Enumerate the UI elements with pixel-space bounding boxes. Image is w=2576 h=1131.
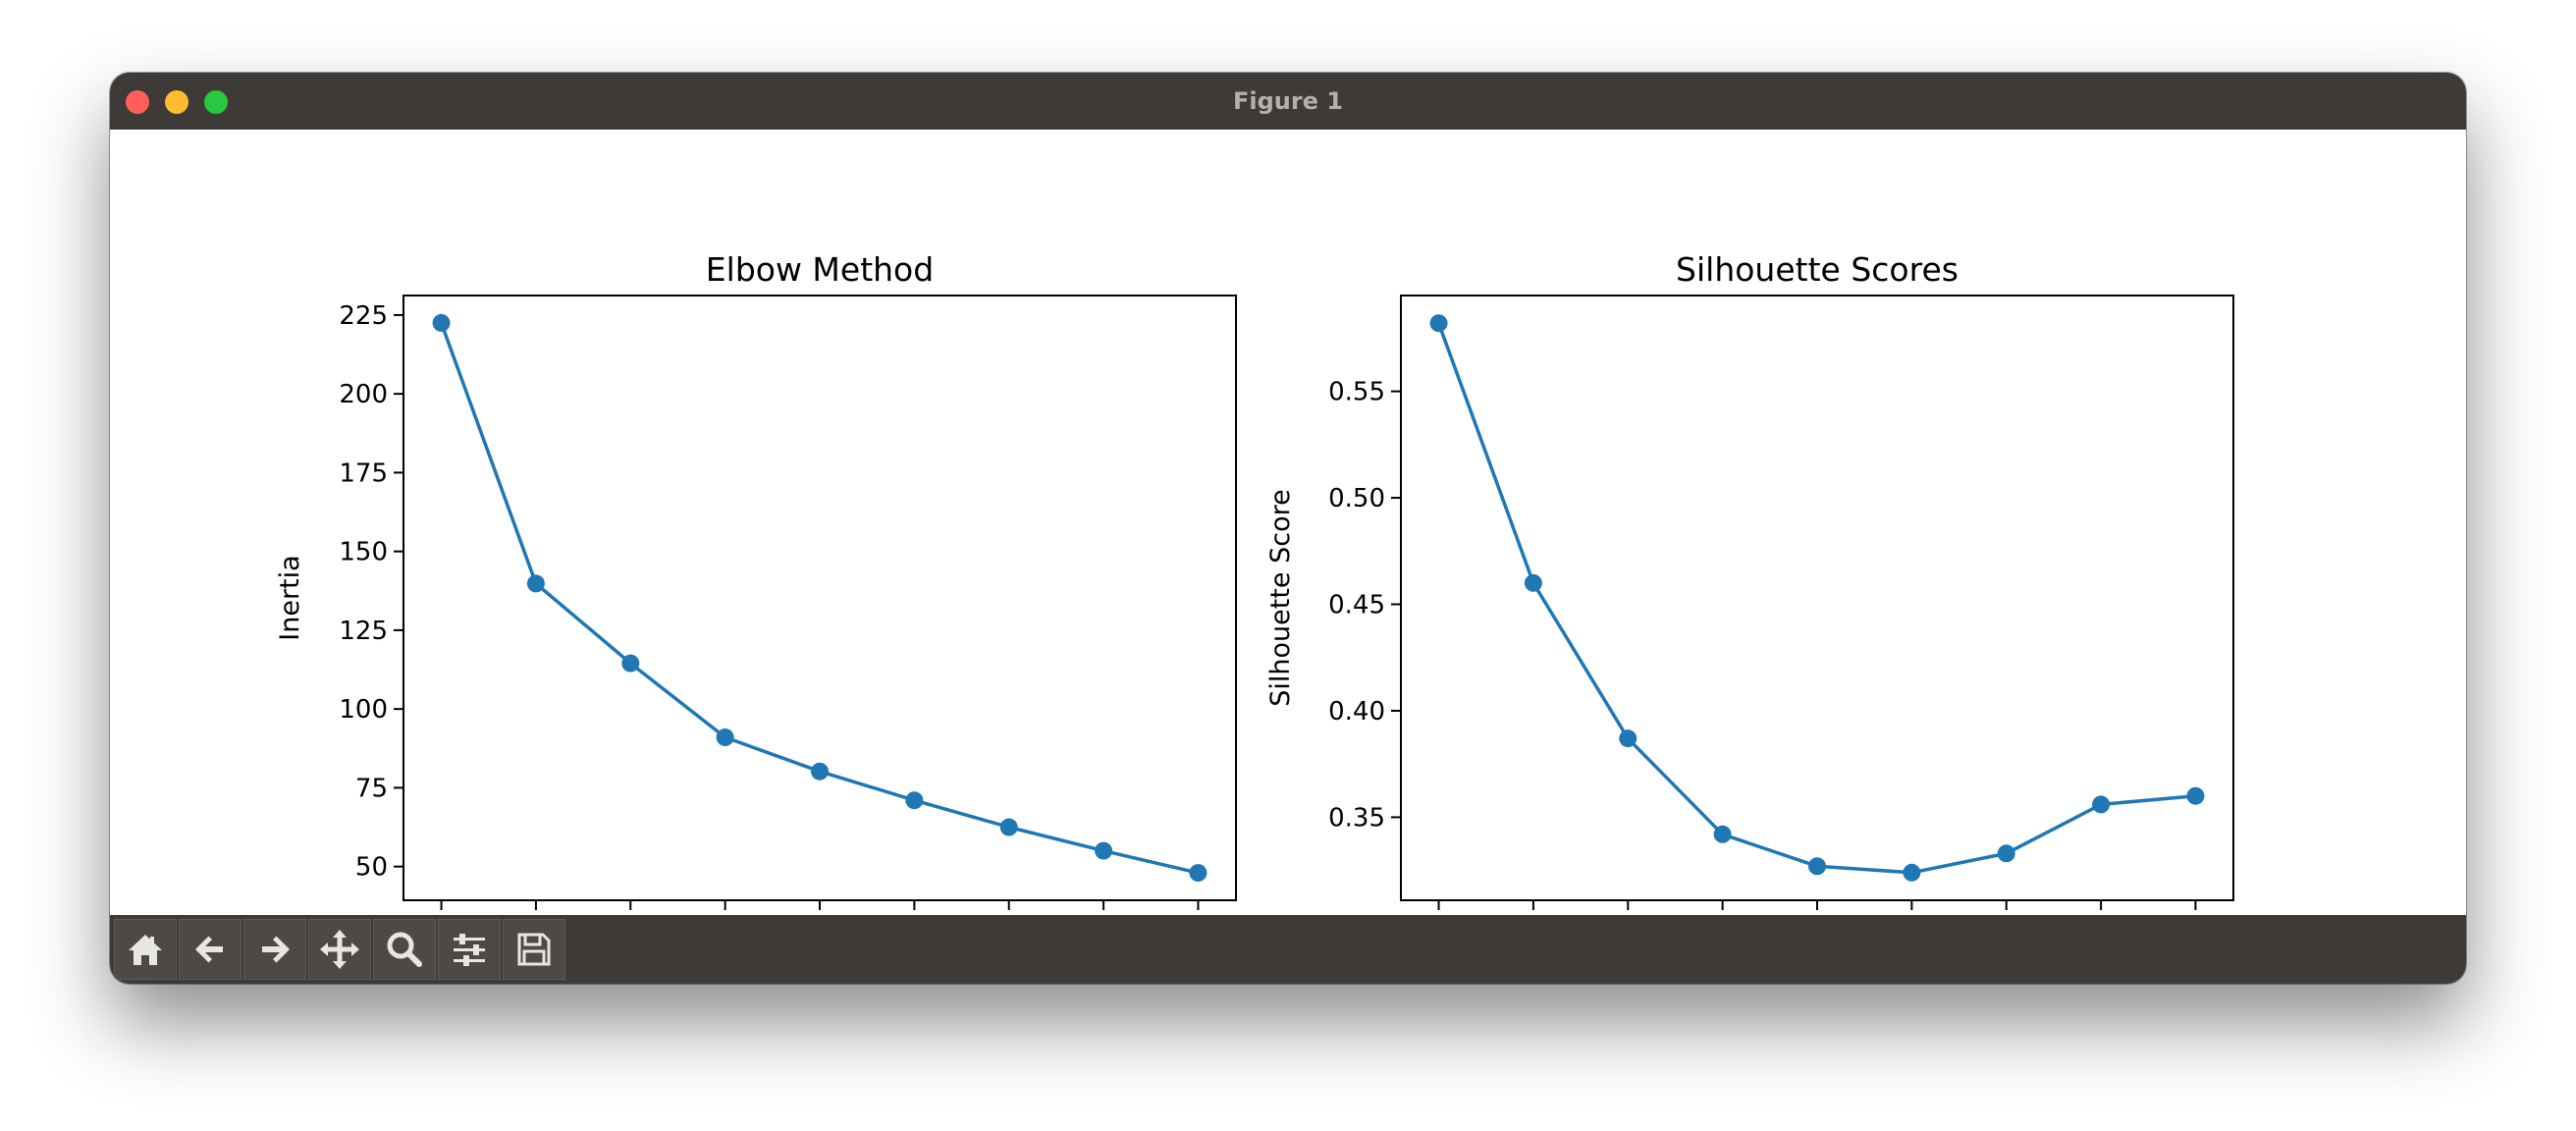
home-icon bbox=[129, 935, 162, 965]
data-point bbox=[1189, 864, 1208, 883]
data-point bbox=[2186, 786, 2205, 805]
data-point bbox=[1619, 729, 1637, 748]
chart-title: Elbow Method bbox=[706, 250, 934, 289]
y-tick-label: 125 bbox=[339, 617, 388, 646]
chart-title: Silhouette Scores bbox=[1676, 250, 1959, 289]
floppy-disk-icon bbox=[517, 933, 551, 966]
y-tick-label: 150 bbox=[339, 538, 388, 567]
figure-svg: Elbow Method2345678910507510012515017520… bbox=[275, 250, 2234, 984]
y-tick-label: 100 bbox=[339, 695, 388, 725]
configure-subplots-button[interactable] bbox=[438, 919, 501, 980]
y-axis-label: Silhouette Score bbox=[1265, 489, 1296, 706]
data-point bbox=[1808, 857, 1826, 876]
data-point bbox=[716, 728, 734, 747]
data-point bbox=[905, 791, 924, 810]
back-button[interactable] bbox=[179, 919, 242, 980]
y-tick-label: 50 bbox=[355, 853, 388, 883]
y-tick-label: 225 bbox=[339, 301, 388, 331]
y-tick-label: 0.45 bbox=[1328, 591, 1385, 620]
data-point bbox=[1997, 844, 2015, 863]
data-point bbox=[1429, 314, 1448, 333]
y-tick-label: 175 bbox=[339, 458, 388, 488]
data-point bbox=[1095, 841, 1113, 860]
y-tick-label: 0.40 bbox=[1328, 697, 1385, 727]
save-button[interactable] bbox=[503, 919, 565, 980]
data-point bbox=[432, 313, 451, 332]
pan-button[interactable] bbox=[308, 919, 371, 980]
y-tick-label: 200 bbox=[339, 380, 388, 409]
data-point bbox=[526, 574, 545, 593]
chart-2: Silhouette Scores23456789100.350.400.450… bbox=[1265, 250, 2234, 984]
maximize-window-button[interactable] bbox=[204, 90, 228, 114]
data-point bbox=[1713, 825, 1732, 843]
figure-canvas: Elbow Method2345678910507510012515017520… bbox=[110, 130, 2466, 984]
plot-frame bbox=[402, 295, 1237, 901]
y-axis-label: Inertia bbox=[275, 555, 305, 640]
data-point bbox=[811, 762, 829, 781]
data-point bbox=[621, 654, 640, 673]
series-line bbox=[439, 322, 1199, 875]
navigation-toolbar bbox=[110, 915, 2466, 984]
y-tick-label: 0.35 bbox=[1328, 803, 1385, 833]
zoom-button[interactable] bbox=[373, 919, 436, 980]
data-point bbox=[1524, 573, 1542, 592]
data-point bbox=[1903, 863, 1921, 882]
arrow-left-icon bbox=[195, 936, 223, 963]
arrow-right-icon bbox=[262, 936, 290, 963]
title-bar: Figure 1 bbox=[110, 73, 2466, 131]
minimize-window-button[interactable] bbox=[165, 90, 188, 114]
home-button[interactable] bbox=[114, 919, 177, 980]
data-point bbox=[999, 818, 1018, 836]
move-icon bbox=[320, 930, 359, 969]
y-tick-label: 75 bbox=[355, 774, 388, 803]
magnifier-icon bbox=[387, 932, 422, 967]
sliders-icon bbox=[454, 934, 485, 966]
window-title: Figure 1 bbox=[1232, 87, 1344, 115]
plot-frame bbox=[1400, 295, 2234, 901]
y-tick-label: 0.55 bbox=[1328, 378, 1385, 407]
series-line bbox=[1436, 322, 2196, 875]
figure-window: Figure 1 Elbow Method2345678910507510012… bbox=[110, 73, 2466, 984]
y-tick-label: 0.50 bbox=[1328, 484, 1385, 513]
data-point bbox=[2092, 795, 2111, 814]
forward-button[interactable] bbox=[243, 919, 306, 980]
close-window-button[interactable] bbox=[126, 90, 149, 114]
chart-1: Elbow Method2345678910507510012515017520… bbox=[275, 250, 1237, 984]
